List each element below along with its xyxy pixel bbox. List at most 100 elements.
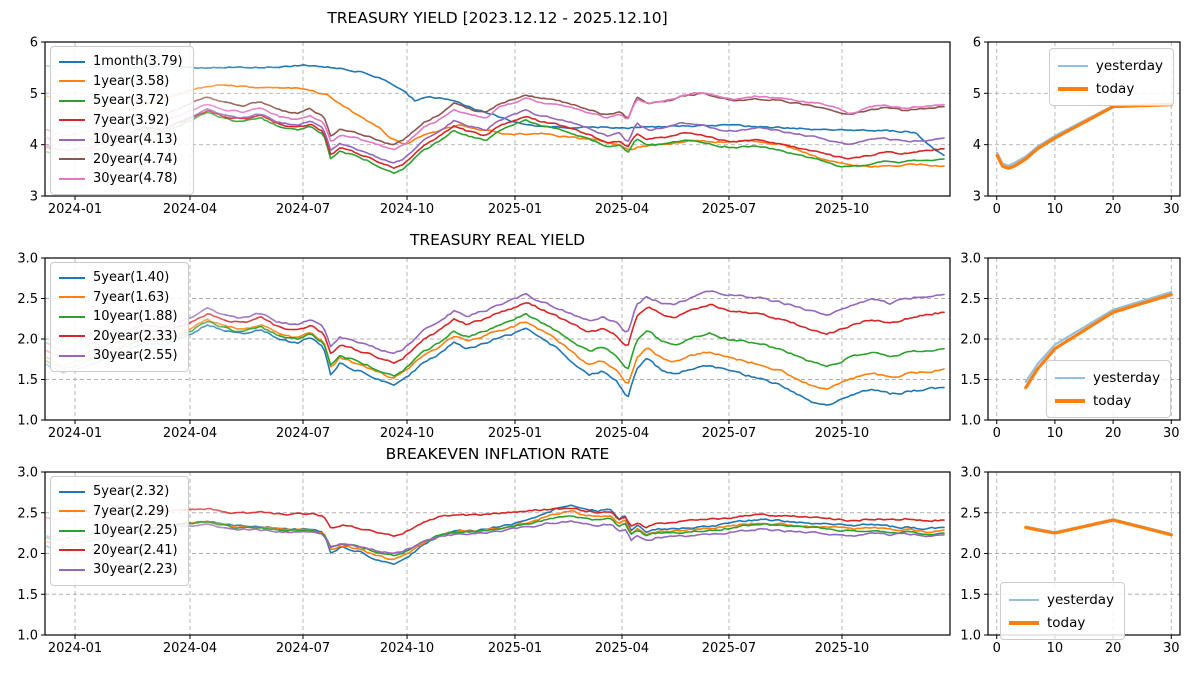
- series-line-30year: [278, 520, 945, 555]
- legend-item-20year: 20year(2.41): [59, 541, 178, 561]
- legend-item-30year: 30year(2.23): [59, 560, 178, 580]
- y-tick-label: 2.5: [17, 292, 38, 307]
- legend: yesterday today: [1046, 360, 1172, 418]
- x-tick-label: 2025-10: [815, 426, 869, 441]
- legend-swatch-5year: [59, 276, 85, 279]
- legend-item-1month: 1month(3.79): [59, 52, 183, 72]
- y-tick-label: 6: [973, 36, 981, 51]
- x-tick-label: 30: [1163, 426, 1180, 441]
- curve-line-today: [995, 102, 1173, 170]
- yield_curve-frame: 3 4 5 6 0 10 20 30: [973, 36, 1181, 217]
- x-tick-label: 2025-10: [815, 641, 869, 656]
- x-tick-label: 0: [993, 426, 1001, 441]
- y-tick-label: 2.0: [17, 333, 38, 348]
- x-tick-label: 2024-01: [48, 202, 102, 217]
- legend: 5year(2.32) 7year(2.29) 10year(2.25) 20year…: [50, 476, 189, 586]
- series-line-20year: [278, 302, 945, 364]
- series-line-30year: [278, 92, 945, 151]
- y-tick-label: 4: [30, 138, 38, 153]
- legend-label: 1year(3.58): [93, 73, 170, 89]
- series-line-20year: [224, 316, 281, 328]
- y-tick-label: 2.0: [960, 333, 981, 348]
- x-tick-label: 2025-04: [595, 641, 649, 656]
- series-line-1month: [224, 66, 281, 69]
- x-tick-label: 20: [1105, 426, 1122, 441]
- series-line-5year: [278, 119, 945, 175]
- y-tick-label: 3.0: [17, 466, 38, 481]
- y-tick-label: 2.5: [17, 506, 38, 521]
- legend-swatch-7year: [59, 119, 85, 122]
- legend-label: 10year(2.25): [93, 523, 178, 539]
- axes-spines: [987, 257, 1181, 421]
- chart-title-breakeven-inflation: BREAKEVEN INFLATION RATE: [385, 445, 610, 463]
- curve-line-yesterday: [996, 102, 1173, 167]
- x-tick-label: 2024-01: [48, 641, 102, 656]
- x-tick-label: 10: [1047, 202, 1064, 217]
- legend-swatch-20year: [59, 158, 85, 161]
- y-tick-label: 3: [973, 190, 981, 205]
- x-tick-label: 2024-04: [163, 641, 217, 656]
- legend-swatch-today: [1009, 620, 1039, 625]
- series-line-30year: [224, 312, 281, 323]
- legend-item-5year: 5year(3.72): [59, 91, 183, 111]
- legend-item-yesterday: yesterday: [1055, 366, 1160, 389]
- y-tick-label: 2.0: [960, 547, 981, 562]
- curve-line-today: [1024, 518, 1173, 537]
- x-tick-label: 2025-04: [595, 202, 649, 217]
- series-line-20year: [278, 507, 945, 538]
- y-tick-label: 5: [973, 87, 981, 102]
- series-line-7year: [278, 509, 945, 561]
- series-line-7year: [224, 324, 281, 335]
- legend-label: yesterday: [1047, 591, 1115, 608]
- series-line-1month: [278, 64, 945, 157]
- legend-item-30year: 30year(4.78): [59, 169, 183, 189]
- chart-title-treasury-real-yield: TREASURY REAL YIELD: [409, 231, 586, 249]
- legend-label: 20year(4.74): [93, 151, 178, 167]
- legend-swatch-10year: [59, 315, 85, 318]
- series-line-10year: [224, 325, 281, 337]
- legend-label: 20year(2.41): [93, 542, 178, 558]
- x-tick-label: 2024-10: [380, 426, 434, 441]
- legend-item-yesterday: yesterday: [1009, 588, 1114, 611]
- legend-label: 30year(4.78): [93, 171, 178, 187]
- series-line-20year: [224, 510, 281, 515]
- series-line-5year: [278, 327, 945, 406]
- legend-swatch-yesterday: [1055, 376, 1085, 379]
- y-tick-label: 3.0: [960, 466, 981, 481]
- curve-line-today: [1024, 292, 1173, 390]
- curve-line-yesterday: [1024, 290, 1173, 383]
- legend-item-1year: 1year(3.58): [59, 72, 183, 92]
- legend-label: 1month(3.79): [93, 54, 183, 70]
- x-tick-label: 2024-07: [276, 641, 330, 656]
- legend-item-today: today: [1009, 611, 1114, 634]
- series-line-5year: [224, 117, 281, 128]
- legend-label: today: [1093, 392, 1132, 409]
- legend-swatch-today: [1057, 86, 1088, 91]
- legend: 1month(3.79) 1year(3.58) 5year(3.72) 7year(…: [50, 46, 194, 195]
- y-tick-label: 3.0: [960, 252, 981, 267]
- x-tick-label: 2024-04: [163, 426, 217, 441]
- x-tick-label: 2025-07: [702, 641, 756, 656]
- x-tick-label: 10: [1047, 426, 1064, 441]
- legend-label: 10year(1.88): [93, 309, 178, 325]
- legend-item-10year: 10year(4.13): [59, 130, 183, 150]
- legend-label: yesterday: [1095, 57, 1163, 74]
- legend-item-yesterday: yesterday: [1057, 54, 1163, 77]
- legend-label: today: [1047, 614, 1086, 631]
- axes-spines: [44, 41, 951, 197]
- series-line-10year: [278, 312, 945, 377]
- x-tick-label: 0: [993, 202, 1001, 217]
- x-tick-label: 2025-04: [595, 426, 649, 441]
- legend: 5year(1.40) 7year(1.63) 10year(1.88) 20year…: [50, 262, 189, 372]
- series-line-30year: [224, 107, 281, 118]
- legend: yesterday today: [1048, 48, 1174, 106]
- breakeven_inflation_rate-frame: 1.0 1.5 2.0 2.5 3.0 2024-01 2024-04 2024-07 2024…: [17, 466, 951, 656]
- x-tick-label: 2025-07: [702, 426, 756, 441]
- series-line-5year: [278, 504, 945, 566]
- x-tick-label: 0: [993, 641, 1001, 656]
- x-tick-label: 2025-07: [702, 202, 756, 217]
- legend-swatch-7year: [59, 510, 85, 513]
- real_yield_curve-frame: 1.0 1.5 2.0 2.5 3.0 0 10 20 30: [960, 252, 1181, 441]
- legend-swatch-30year: [59, 354, 85, 357]
- y-tick-label: 2.5: [960, 292, 981, 307]
